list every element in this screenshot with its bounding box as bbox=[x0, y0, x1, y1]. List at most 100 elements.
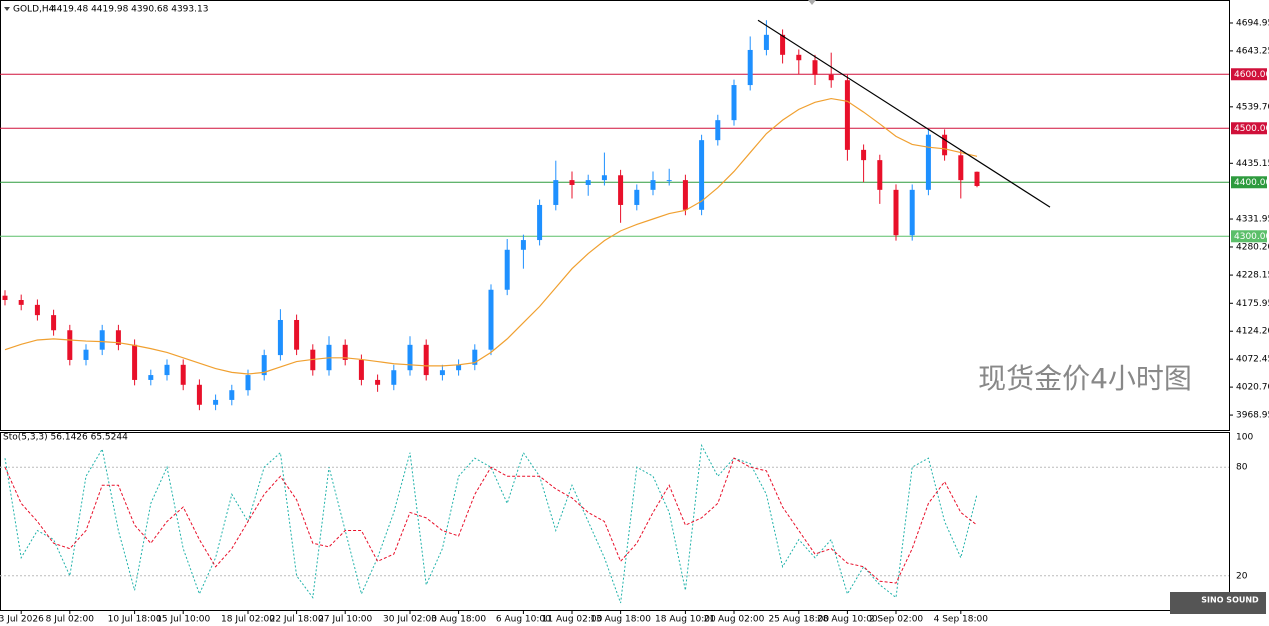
candle-body bbox=[115, 330, 121, 345]
x-tick-label: 10 Jul 18:00 bbox=[108, 615, 162, 625]
candle-body bbox=[796, 54, 802, 61]
x-tick-label: 18 Jul 02:00 bbox=[221, 615, 275, 625]
candle-body bbox=[763, 34, 769, 50]
level-tag bbox=[1231, 122, 1267, 135]
x-tick-label: 30 Jul 02:00 bbox=[383, 615, 437, 625]
logo: SINO SOUND bbox=[1201, 596, 1259, 605]
candle-body bbox=[731, 85, 737, 121]
y-tick-label: 4280.20 bbox=[1236, 242, 1269, 252]
candle-body bbox=[294, 319, 300, 350]
candle-body bbox=[504, 249, 510, 290]
x-tick-label: 3 Aug 18:00 bbox=[431, 615, 486, 625]
candle-body bbox=[391, 370, 397, 385]
quote: 4419.48 4419.98 4390.68 4393.13 bbox=[51, 5, 208, 15]
candle-body bbox=[2, 295, 8, 301]
x-tick-label: 3 Jul 2026 bbox=[0, 615, 44, 625]
candle-body bbox=[148, 375, 154, 380]
candle-body bbox=[925, 134, 931, 190]
candle-body bbox=[245, 375, 251, 391]
candle-body bbox=[407, 344, 413, 371]
candle-body bbox=[942, 134, 948, 156]
candle-body bbox=[67, 330, 73, 360]
y-tick-label: 4020.70 bbox=[1236, 383, 1269, 393]
y-tick-label: 4124.20 bbox=[1236, 327, 1269, 337]
candle-body bbox=[780, 34, 786, 55]
candle-body bbox=[51, 315, 57, 331]
candle-body bbox=[699, 140, 705, 210]
x-tick-label: 28 Aug 10:00 bbox=[817, 615, 878, 625]
x-tick-label: 25 Aug 18:00 bbox=[768, 615, 829, 625]
y-tick-label: 20 bbox=[1236, 571, 1248, 581]
indicator-title: Sto(5,3,3) 56.1426 65.5244 bbox=[3, 433, 128, 443]
x-tick-label: 18 Aug 10:00 bbox=[655, 615, 716, 625]
y-tick-label: 3968.95 bbox=[1236, 411, 1269, 421]
candle-body bbox=[18, 300, 24, 305]
y-tick-label: 4694.95 bbox=[1236, 18, 1269, 28]
level-tag bbox=[1231, 68, 1267, 81]
logo-box bbox=[1170, 592, 1266, 614]
level-label: 4300.00 bbox=[1234, 232, 1269, 242]
level-label: 4500.00 bbox=[1234, 124, 1269, 134]
shift-marker bbox=[808, 0, 816, 5]
y-tick-label: 80 bbox=[1236, 463, 1248, 473]
candle-body bbox=[958, 155, 964, 181]
candle-body bbox=[601, 175, 607, 181]
candle-body bbox=[553, 180, 559, 205]
y-tick-label: 4435.15 bbox=[1236, 159, 1269, 169]
candle-body bbox=[83, 349, 89, 360]
candle-body bbox=[812, 60, 818, 75]
candle-body bbox=[375, 379, 381, 385]
candle-body bbox=[569, 180, 575, 185]
y-tick-label: 4175.95 bbox=[1236, 299, 1269, 309]
candle-body bbox=[844, 80, 850, 150]
candle-body bbox=[618, 175, 624, 205]
candle-body bbox=[877, 160, 883, 190]
x-tick-label: 2 Sep 02:00 bbox=[869, 615, 924, 625]
stochastic-line bbox=[4, 457, 978, 584]
x-tick-label: 15 Jul 10:00 bbox=[156, 615, 210, 625]
candle-body bbox=[423, 344, 429, 376]
candle-body bbox=[828, 74, 834, 81]
y-tick-label: 100 bbox=[1236, 433, 1253, 443]
y-tick-label: 4539.70 bbox=[1236, 102, 1269, 112]
candle-body bbox=[358, 359, 364, 380]
moving-average bbox=[4, 97, 978, 375]
trendline bbox=[757, 19, 1051, 208]
x-tick-label: 8 Jul 02:00 bbox=[46, 615, 95, 625]
candle-body bbox=[34, 304, 40, 316]
stochastic-line bbox=[4, 443, 978, 604]
candle-body bbox=[180, 364, 186, 385]
candle-body bbox=[196, 384, 202, 405]
candle-body bbox=[229, 390, 235, 400]
main-panel bbox=[0, 0, 1230, 431]
candle-body bbox=[650, 180, 656, 190]
candle-body bbox=[99, 330, 105, 350]
y-tick-label: 4331.95 bbox=[1236, 215, 1269, 225]
candle-body bbox=[893, 189, 899, 236]
candle-body bbox=[456, 364, 462, 371]
level-tag bbox=[1231, 176, 1267, 189]
candle-body bbox=[585, 180, 591, 185]
candle-body bbox=[682, 180, 688, 210]
x-tick-label: 11 Aug 02:00 bbox=[542, 615, 603, 625]
x-tick-label: 22 Jul 18:00 bbox=[270, 615, 324, 625]
level-label: 4400.00 bbox=[1234, 178, 1269, 188]
candle-body bbox=[277, 319, 283, 356]
candle-body bbox=[472, 349, 478, 365]
y-tick-label: 4228.15 bbox=[1236, 271, 1269, 281]
level-label: 4600.00 bbox=[1234, 70, 1269, 80]
candle-body bbox=[213, 399, 219, 405]
candle-body bbox=[342, 344, 348, 360]
x-tick-label: 21 Aug 02:00 bbox=[704, 615, 765, 625]
menu-arrow bbox=[4, 7, 10, 11]
candle-body bbox=[634, 189, 640, 205]
x-tick-label: 6 Aug 10:00 bbox=[496, 615, 551, 625]
symbol: GOLD,H4 bbox=[13, 5, 55, 15]
candle-body bbox=[537, 204, 543, 241]
x-tick-label: 13 Aug 18:00 bbox=[590, 615, 651, 625]
x-tick-label: 27 Jul 10:00 bbox=[318, 615, 372, 625]
watermark: 现货金价4小时图 bbox=[978, 362, 1192, 395]
candle-body bbox=[747, 49, 753, 86]
